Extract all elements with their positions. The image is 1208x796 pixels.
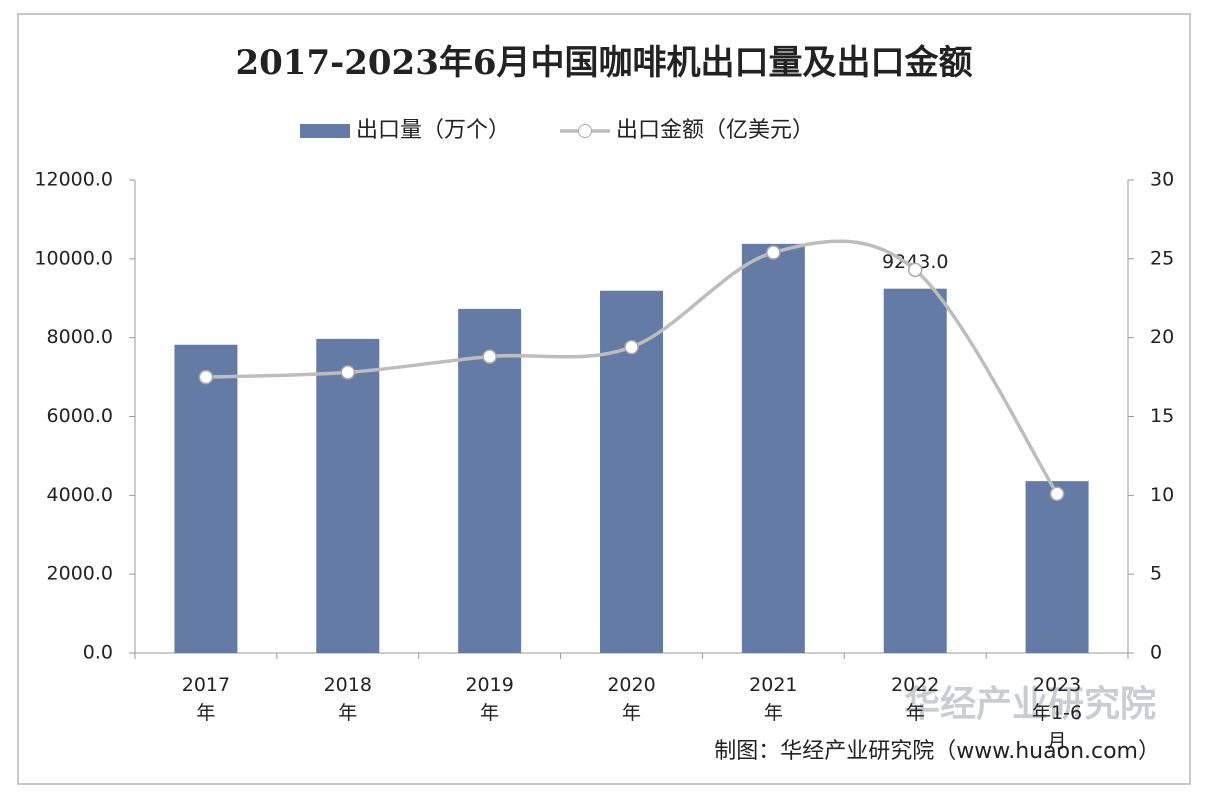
x-tick-label: 2021年 <box>749 674 798 724</box>
line-marker <box>198 369 214 385</box>
bar <box>458 308 522 653</box>
source: 制图：华经产业研究院（www.huaon.com） <box>714 739 1160 764</box>
bar <box>174 344 238 653</box>
y2-tick-label: 25 <box>1150 247 1174 269</box>
x-tick-label: 2019年 <box>465 674 514 724</box>
y2-tick-label: 10 <box>1150 484 1174 506</box>
y2-tick-label: 5 <box>1150 563 1162 585</box>
line-marker <box>482 349 497 364</box>
line-marker <box>1049 486 1065 502</box>
line-marker <box>766 245 781 260</box>
bar <box>1025 481 1089 653</box>
line-marker <box>907 262 923 278</box>
y-tick-label: 8000.0 <box>47 326 113 348</box>
x-tick-label: 2023年1-6月 <box>1032 674 1083 752</box>
bar <box>883 288 947 653</box>
y2-tick-label: 20 <box>1150 326 1174 348</box>
x-tick-label: 2022年 <box>891 674 940 724</box>
y-tick-label: 6000.0 <box>47 405 113 427</box>
legend-swatch <box>578 124 593 138</box>
line-marker <box>624 339 639 355</box>
legend-label: 出口量（万个） <box>356 118 510 143</box>
x-tick-label: 2020年 <box>607 674 656 724</box>
watermark: 华经产业研究院 <box>904 684 1156 725</box>
x-tick-label: 2018年 <box>323 674 372 724</box>
x-tick-label: 2017年 <box>181 674 231 724</box>
legend-swatch <box>300 124 350 138</box>
y-tick-label: 2000.0 <box>47 563 113 585</box>
chart-title: 2017-2023年6月中国咖啡机出口量及出口金额 <box>235 43 972 83</box>
y2-tick-label: 0 <box>1150 642 1162 664</box>
legend-label: 出口金额（亿美元） <box>616 118 814 143</box>
frame <box>17 13 1191 785</box>
y2-tick-label: 15 <box>1150 405 1174 427</box>
bar <box>316 338 380 653</box>
y-tick-label: 10000.0 <box>34 247 113 269</box>
y-tick-label: 4000.0 <box>47 484 113 506</box>
y-tick-label: 12000.0 <box>34 169 113 191</box>
y2-tick-label: 30 <box>1150 169 1174 191</box>
y-tick-label: 0.0 <box>83 642 113 664</box>
line-marker <box>340 365 356 380</box>
bar <box>741 243 805 654</box>
